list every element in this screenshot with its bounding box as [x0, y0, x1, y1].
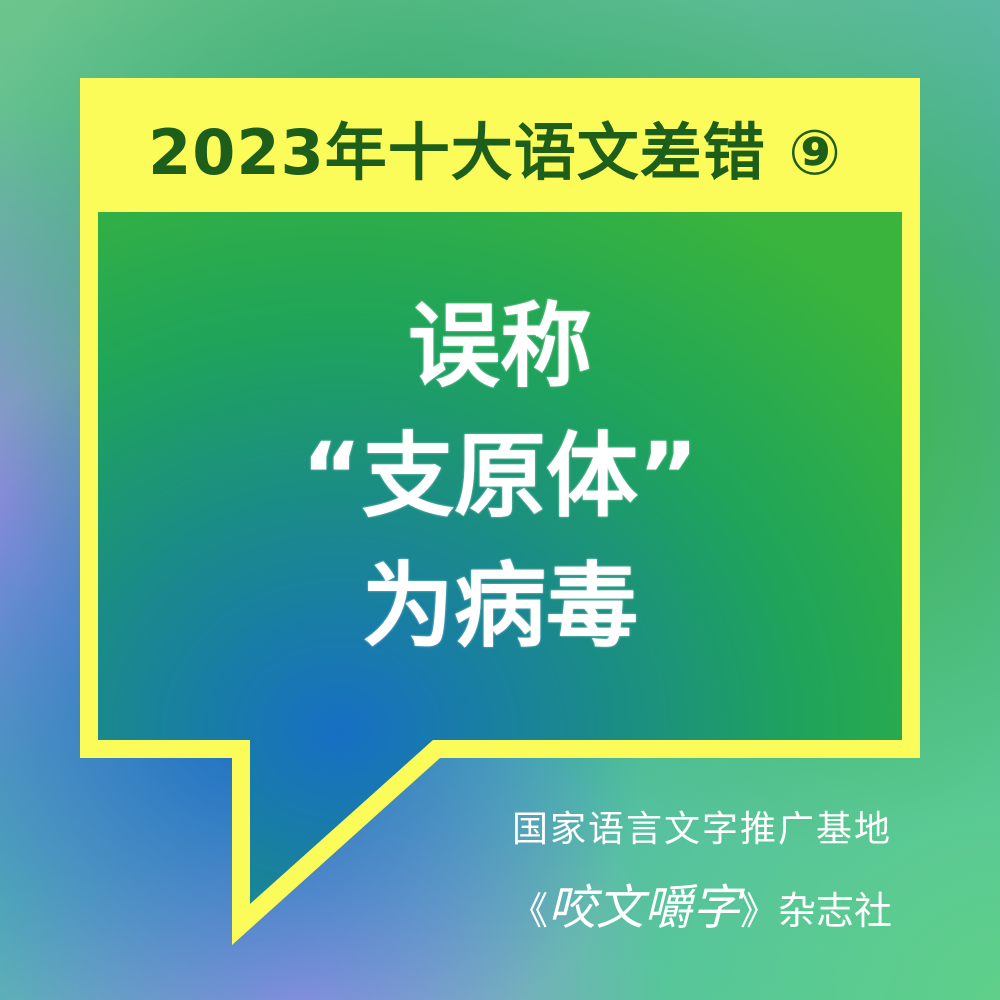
header-title: 2023年十大语文差错 ⑨: [148, 116, 842, 189]
magazine-logo-text: 咬文嚼字: [547, 880, 740, 936]
publisher-base-name: 国家语言文字推广基地: [511, 809, 892, 850]
publisher-bracket-close: 》杂志社: [739, 889, 892, 933]
main-title-line-3: 为病毒: [361, 553, 638, 660]
publisher-magazine-name: 《咬文嚼字》杂志社: [510, 868, 892, 938]
publisher-bracket-open: 《: [509, 889, 548, 933]
speech-bubble-interior: [98, 212, 902, 904]
main-title-line-2: “支原体”: [301, 423, 699, 530]
main-title-line-1: 误称: [407, 293, 592, 400]
